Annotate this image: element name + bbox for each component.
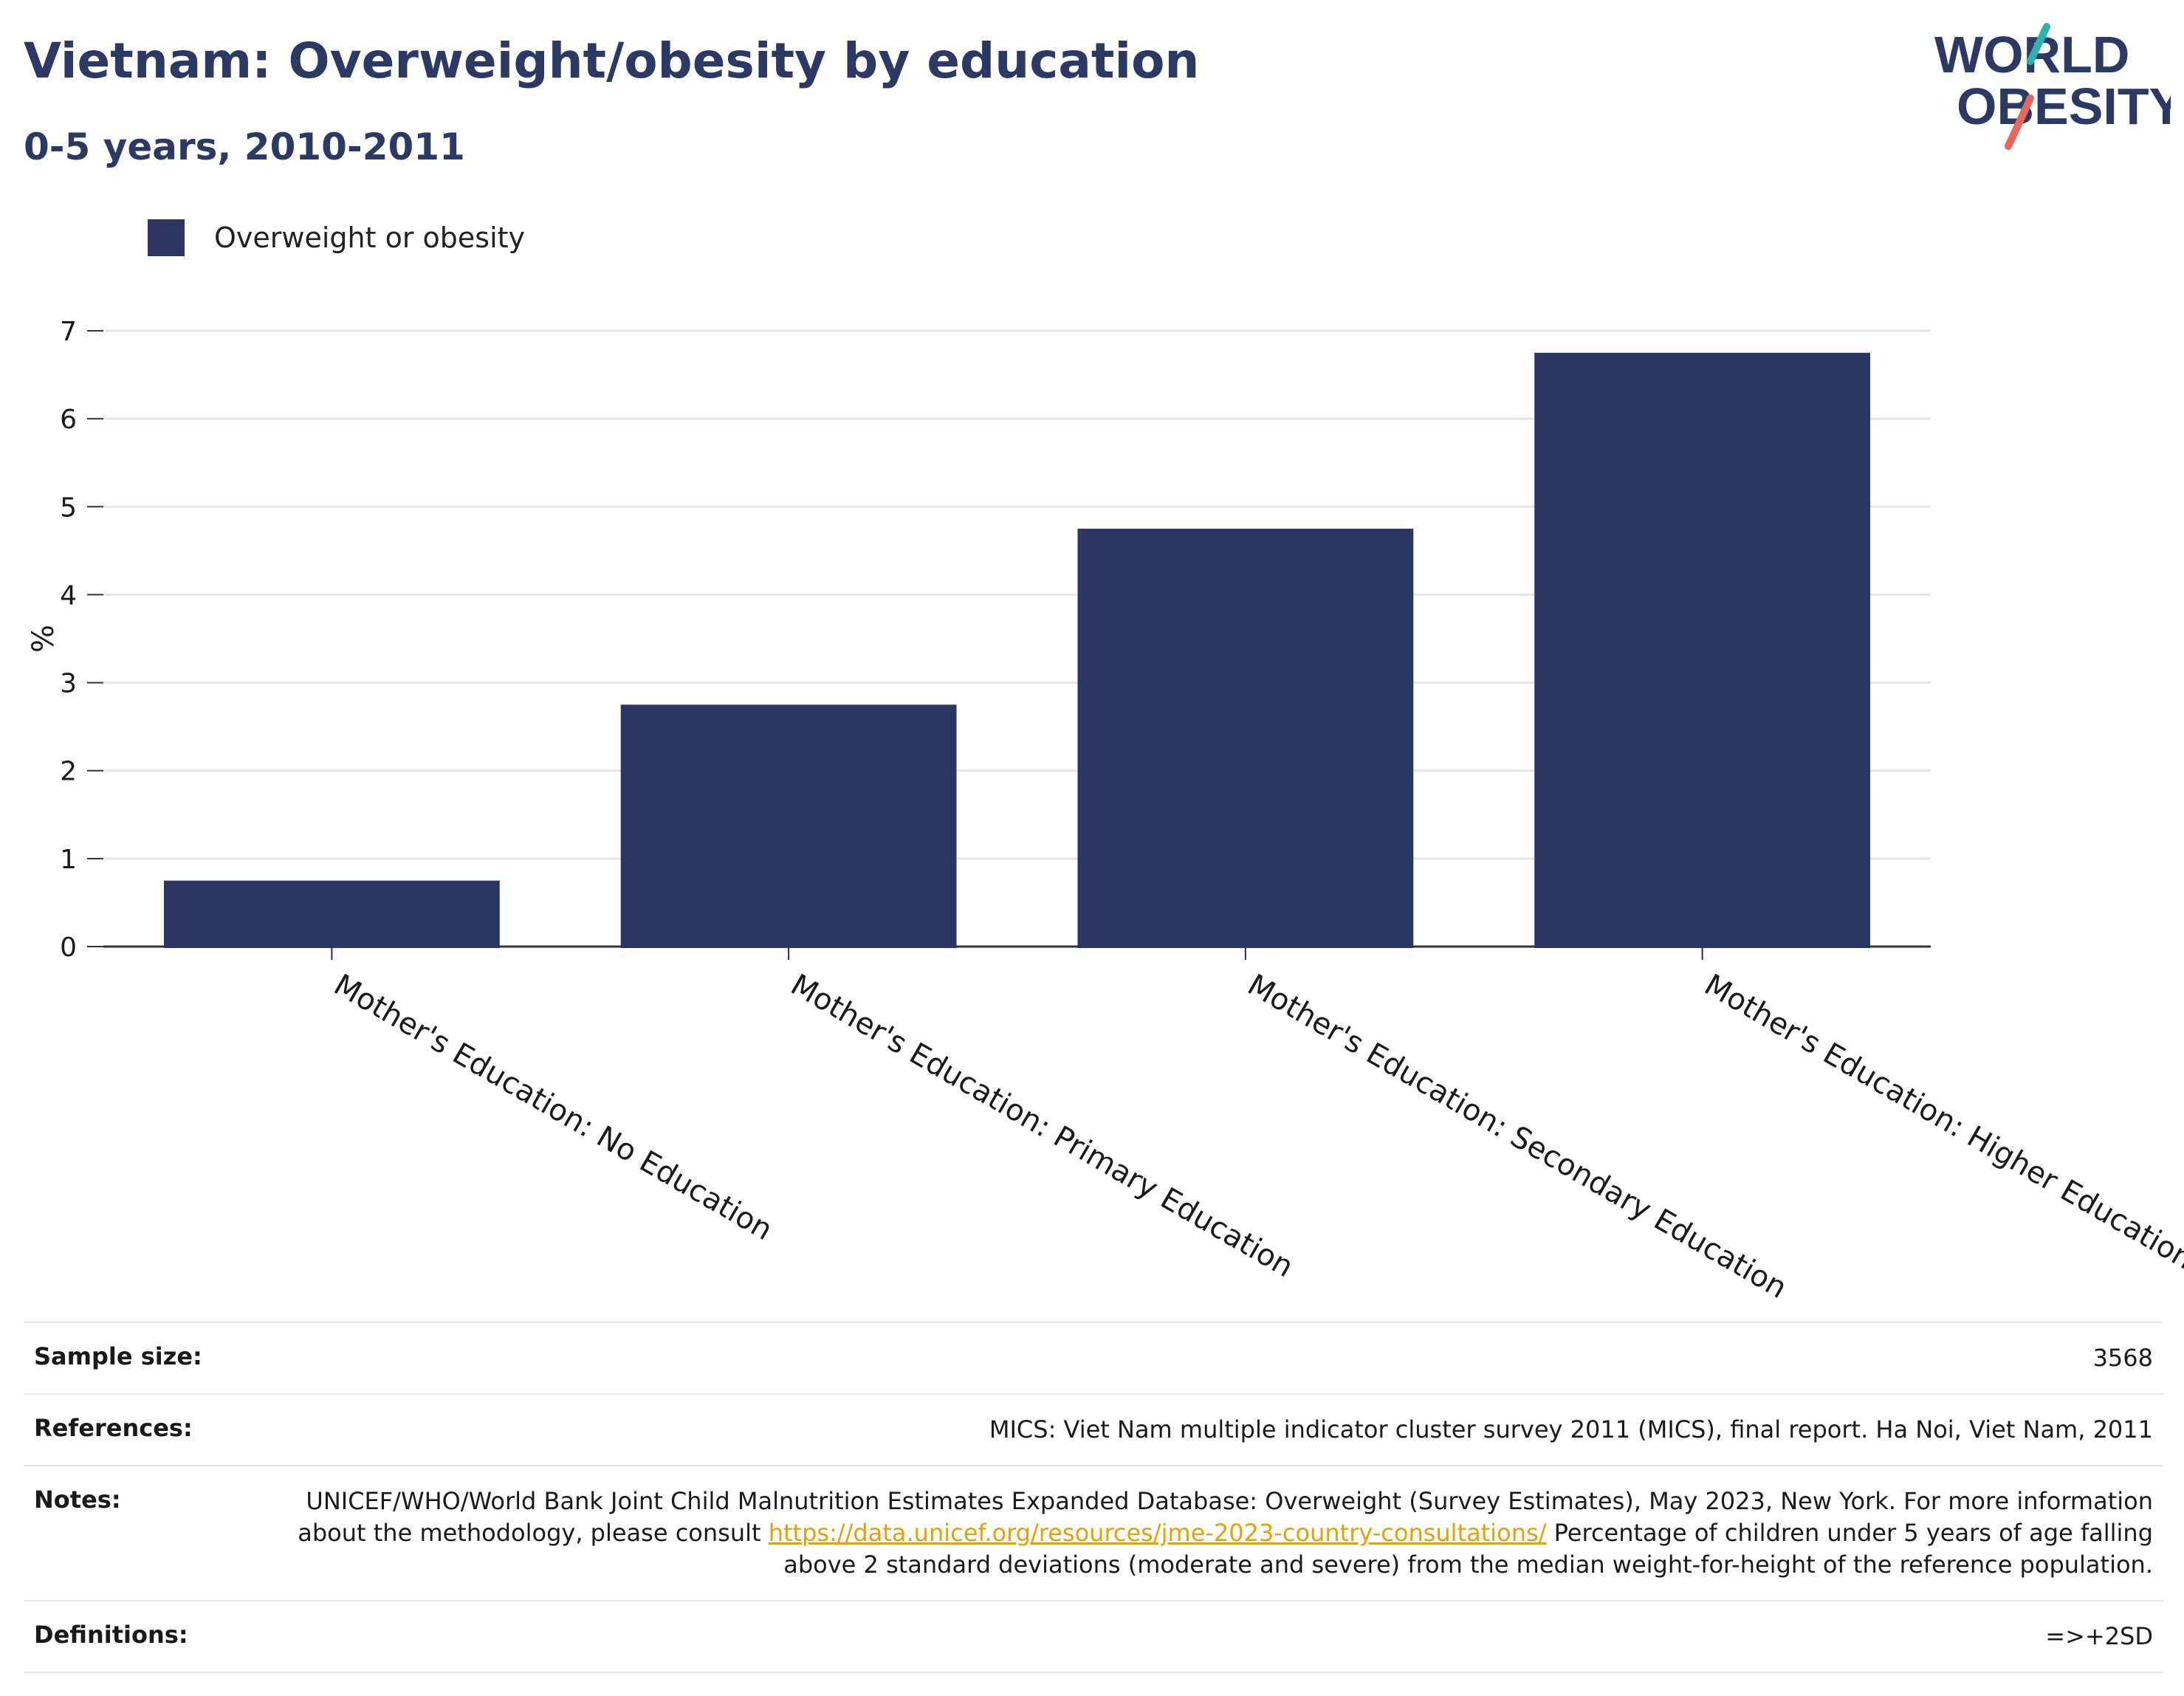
x-tick-label: Mother's Education: No Education — [328, 968, 777, 1247]
meta-row-references: References: MICS: Viet Nam multiple indi… — [24, 1393, 2163, 1466]
y-tick-label: 5 — [60, 492, 77, 523]
references-value: MICS: Viet Nam multiple indicator cluste… — [266, 1393, 2163, 1466]
y-tick-label: 0 — [60, 933, 77, 963]
legend-swatch — [148, 219, 185, 256]
y-tick-label: 6 — [60, 405, 77, 435]
logo-text-obesity: OBESITY — [1957, 78, 2171, 135]
definitions-value: =>+2SD — [266, 1600, 2163, 1673]
y-tick-label: 1 — [60, 845, 77, 875]
definitions-label: Definitions: — [24, 1600, 266, 1673]
legend[interactable]: Overweight or obesity — [148, 219, 525, 257]
y-tick-label: 4 — [60, 580, 77, 611]
logo-slash-teal — [2027, 23, 2050, 65]
chart-title: Vietnam: Overweight/obesity by education — [24, 32, 1200, 89]
x-tick-label: Mother's Education: Primary Education — [785, 968, 1299, 1285]
references-label: References: — [24, 1393, 266, 1466]
meta-row-sample-size: Sample size: 3568 — [24, 1322, 2163, 1394]
meta-row-notes: Notes: UNICEF/WHO/World Bank Joint Child… — [24, 1465, 2163, 1601]
notes-value: UNICEF/WHO/World Bank Joint Child Malnut… — [266, 1465, 2163, 1601]
bar[interactable] — [1077, 529, 1414, 948]
sample-size-value: 3568 — [266, 1322, 2163, 1394]
logo-slash-coral — [2005, 95, 2034, 150]
notes-text-after: Percentage of children under 5 years of … — [783, 1519, 2153, 1579]
bars — [163, 352, 1871, 948]
bar[interactable] — [1534, 352, 1871, 948]
bar[interactable] — [163, 880, 500, 948]
notes-label: Notes: — [24, 1465, 266, 1601]
bar[interactable] — [620, 704, 957, 948]
x-tick-label: Mother's Education: Secondary Education — [1242, 968, 1793, 1300]
y-tick-label: 7 — [60, 317, 77, 347]
x-tick-label: Mother's Education: Higher Education — [1699, 968, 2184, 1277]
y-axis-label: % — [27, 625, 61, 653]
metadata-table: Sample size: 3568 References: MICS: Viet… — [24, 1322, 2163, 1673]
y-tick-label: 2 — [60, 757, 77, 787]
world-obesity-logo: WORLD OBESITY — [1934, 23, 2171, 150]
y-tick-label: 3 — [60, 669, 77, 699]
x-axis-ticks: Mother's Education: No Education Mother's… — [328, 947, 2184, 1300]
notes-text-before: UNICEF/WHO/World Bank Joint Child Malnut… — [298, 1487, 2153, 1547]
bar-chart: 0 1 2 3 4 5 6 7 Mother's Education: No Educatio… — [27, 317, 2184, 1300]
notes-link[interactable]: https://data.unicef.org/resources/jme-20… — [768, 1519, 1547, 1547]
meta-row-definitions: Definitions: =>+2SD — [24, 1600, 2163, 1673]
y-axis-ticks: 0 1 2 3 4 5 6 7 — [60, 317, 103, 963]
sample-size-label: Sample size: — [24, 1322, 266, 1394]
legend-label: Overweight or obesity — [214, 222, 526, 254]
chart-subtitle: 0-5 years, 2010-2011 — [24, 126, 465, 168]
